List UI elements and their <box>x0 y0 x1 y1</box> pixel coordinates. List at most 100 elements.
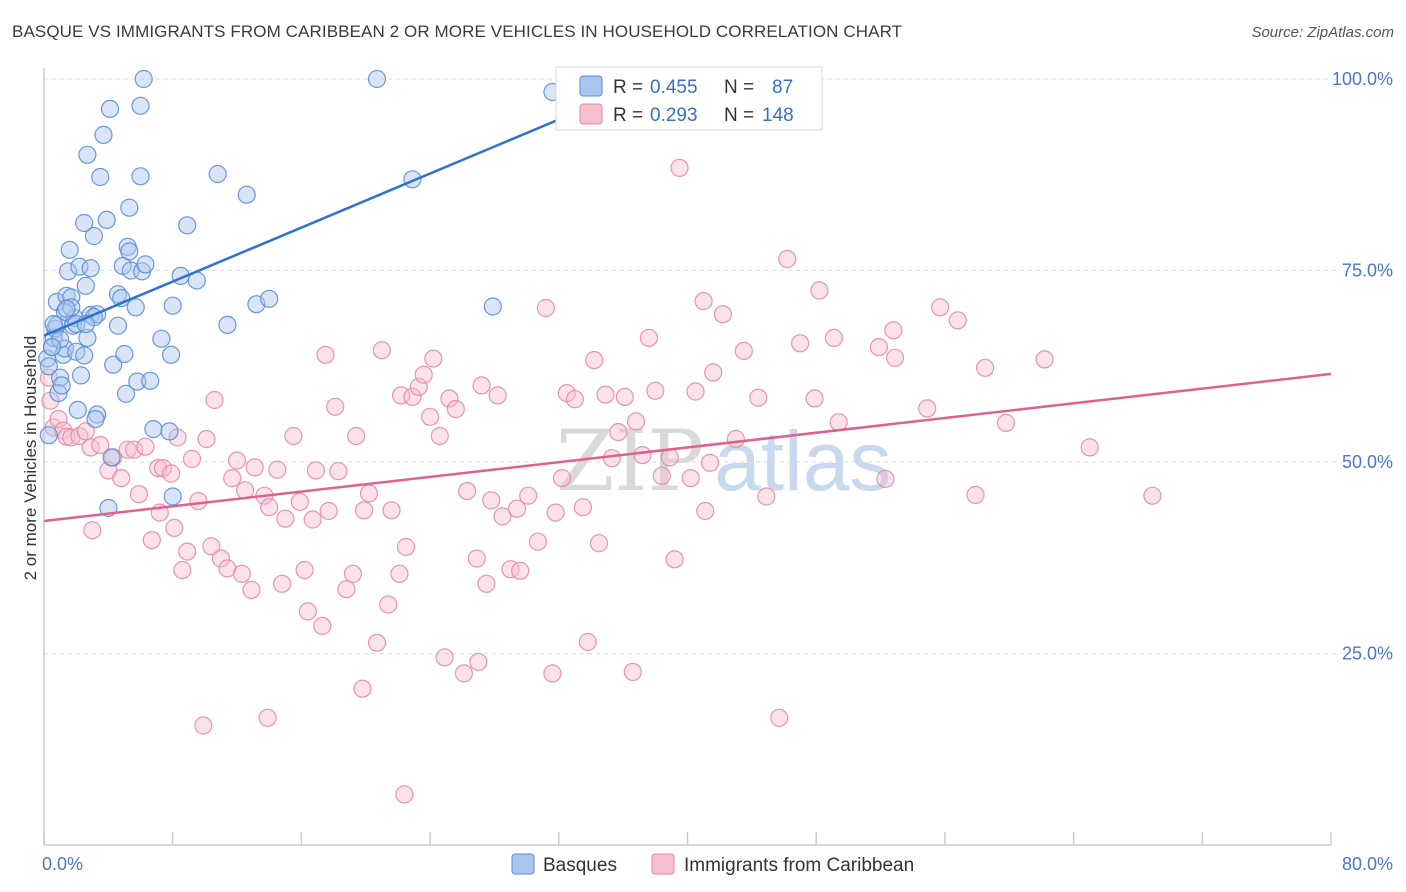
caribbean-point <box>519 486 538 505</box>
basque-point <box>62 288 81 307</box>
basque-point <box>78 145 97 164</box>
caribbean-point <box>573 498 593 517</box>
caribbean-point <box>623 662 642 682</box>
caribbean-point <box>211 549 231 568</box>
caribbean-point <box>507 499 527 518</box>
basque-point <box>39 426 58 445</box>
basque-point <box>60 240 79 259</box>
basque-point <box>81 259 100 278</box>
caribbean-point <box>884 321 903 340</box>
caribbean-point <box>359 484 379 503</box>
caribbean-point <box>686 382 705 401</box>
caribbean-point <box>602 449 622 468</box>
basque-point <box>84 226 104 246</box>
caribbean-point <box>227 451 247 470</box>
caribbean-point <box>165 518 184 538</box>
legend-n-label-caribbean: N = <box>724 105 754 126</box>
caribbean-point <box>260 498 279 517</box>
basque-point <box>152 329 171 348</box>
caribbean-point <box>790 334 810 353</box>
caribbean-point <box>700 453 720 472</box>
source-label: Source: ZipAtlas.com <box>1251 24 1394 41</box>
caribbean-point <box>918 399 937 418</box>
caribbean-point <box>319 501 338 521</box>
basque-point <box>120 242 139 261</box>
caribbean-point <box>205 390 224 410</box>
caribbean-point <box>313 616 332 636</box>
basque-point <box>116 384 136 403</box>
caribbean-point <box>49 410 68 429</box>
caribbean-point <box>353 679 372 698</box>
y-tick-label: 50.0% <box>1342 452 1393 472</box>
legend-n-label-basque: N = <box>724 77 754 98</box>
caribbean-point <box>298 602 317 621</box>
basque-point <box>58 262 78 281</box>
caribbean-point <box>173 560 192 580</box>
caribbean-point <box>454 664 473 683</box>
basque-point <box>136 255 155 274</box>
caribbean-point <box>596 385 615 404</box>
tick-labels: 25.0% 50.0% 75.0% 100.0% 0.0% 80.0% <box>42 69 1393 874</box>
caribbean-point <box>91 436 110 455</box>
caribbean-point <box>876 469 895 488</box>
watermark: ZIP atlas <box>556 412 891 510</box>
caribbean-point <box>118 440 137 459</box>
caribbean-point <box>162 464 181 483</box>
caribbean-point <box>1080 438 1099 457</box>
basque-point <box>131 167 150 186</box>
basque-point <box>68 400 87 419</box>
basque-point <box>131 96 150 115</box>
caribbean-point <box>440 389 459 408</box>
caribbean-point <box>347 426 366 446</box>
basque-point <box>367 69 387 89</box>
y-tick-label: 100.0% <box>1332 69 1393 89</box>
caribbean-point <box>805 389 824 408</box>
y-tick-label: 75.0% <box>1342 261 1393 281</box>
basque-point <box>160 422 179 441</box>
caribbean-point <box>316 345 335 364</box>
caribbean-point <box>734 341 753 360</box>
basque-point <box>483 297 502 316</box>
caribbean-point <box>303 510 322 529</box>
basque-point <box>144 420 163 439</box>
legend-r-label-caribbean: R = <box>613 105 643 126</box>
basque-point <box>57 299 76 318</box>
caribbean-point <box>414 365 433 384</box>
basque-point <box>76 276 95 295</box>
caribbean-point <box>996 413 1016 432</box>
basque-point <box>208 164 227 184</box>
basque-point <box>237 185 256 204</box>
basque-point <box>162 345 181 364</box>
basque-point <box>104 355 123 374</box>
basque-point <box>128 372 147 391</box>
caribbean-point <box>435 648 454 667</box>
caribbean-point <box>268 460 287 479</box>
caribbean-point <box>609 423 628 442</box>
caribbean-point <box>430 426 449 446</box>
basque-point <box>42 338 62 357</box>
basque-point <box>50 368 70 387</box>
caribbean-point <box>578 632 597 652</box>
basque-point <box>71 366 91 385</box>
basque-point <box>102 448 121 467</box>
caribbean-point <box>930 298 950 317</box>
caribbean-point <box>232 564 251 583</box>
caribbean-point <box>245 458 264 477</box>
caribbean-point <box>670 158 689 177</box>
caribbean-point <box>543 664 562 683</box>
caribbean-point <box>112 469 131 488</box>
legend-swatch-basque <box>579 75 603 97</box>
caribbean-point <box>626 412 646 431</box>
caribbean-point <box>306 461 325 480</box>
caribbean-point <box>477 574 496 593</box>
basque-point <box>78 328 97 347</box>
caribbean-point <box>681 469 700 488</box>
basque-point <box>134 69 153 89</box>
caribbean-point <box>639 328 659 347</box>
caribbean-point <box>757 487 776 506</box>
caribbean-point <box>615 387 634 406</box>
caribbean-point <box>713 305 733 324</box>
caribbean-point <box>355 501 374 520</box>
series-legend: Basques Immigrants from Caribbean <box>511 853 914 876</box>
caribbean-point <box>482 491 501 510</box>
